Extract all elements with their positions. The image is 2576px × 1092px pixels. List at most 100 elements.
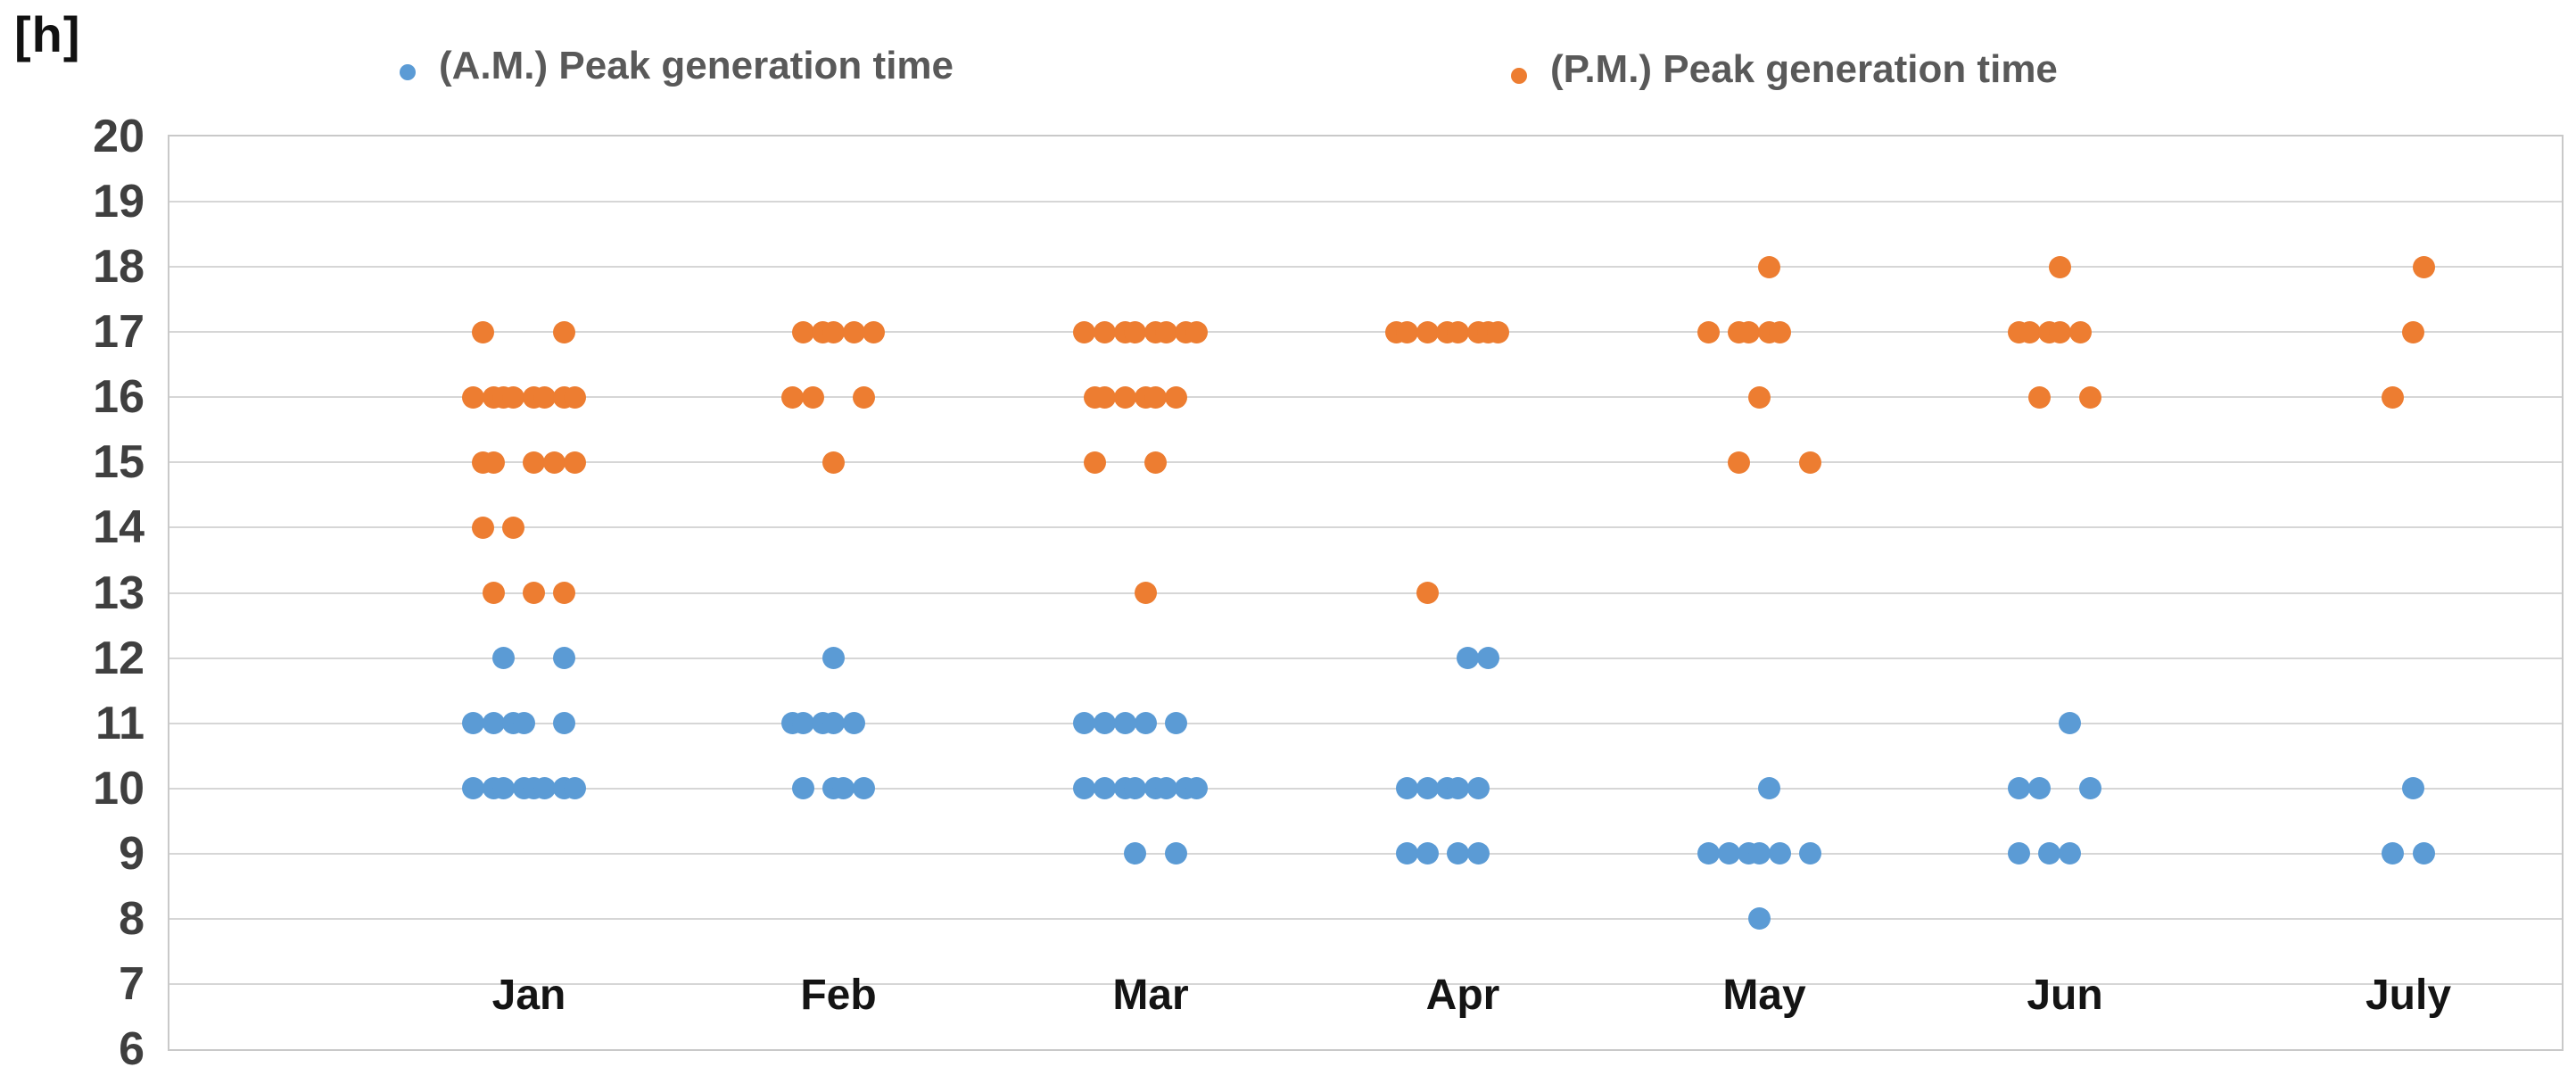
pm-data-point	[1185, 320, 1208, 343]
am-data-point	[1697, 842, 1720, 865]
x-label-jan: Jan	[491, 972, 566, 1019]
am-data-point	[1466, 777, 1490, 800]
pm-data-point	[1083, 451, 1106, 474]
am-data-point	[1073, 777, 1096, 800]
x-label-may: May	[1722, 972, 1806, 1019]
y-tick-label-10: 10	[93, 762, 144, 815]
pm-data-point	[1738, 320, 1761, 343]
legend-pm-dot-icon	[1511, 68, 1527, 84]
pm-data-point	[2068, 320, 2092, 343]
pm-data-point	[863, 320, 886, 343]
pm-data-point	[1798, 451, 1821, 474]
pm-data-point	[781, 385, 805, 409]
y-tick-label-18: 18	[93, 241, 144, 294]
pm-data-point	[1416, 582, 1439, 604]
pm-data-point	[1094, 385, 1117, 409]
pm-data-point	[1114, 385, 1136, 409]
pm-data-point	[1395, 320, 1418, 343]
am-data-point	[1758, 777, 1781, 800]
y-tick-label-13: 13	[93, 567, 144, 619]
pm-data-point	[533, 385, 556, 409]
gridline-15h	[169, 461, 2562, 464]
am-data-point	[832, 777, 855, 800]
am-data-point	[1446, 842, 1469, 865]
pm-data-point	[2079, 385, 2101, 409]
y-tick-label-12: 12	[93, 632, 144, 684]
pm-data-point	[563, 385, 586, 409]
gridline-16h	[169, 396, 2562, 399]
am-data-point	[1457, 647, 1480, 670]
am-data-point	[1416, 842, 1439, 865]
am-data-point	[2038, 842, 2061, 865]
x-label-jun: Jun	[2027, 972, 2103, 1019]
am-data-point	[1094, 712, 1117, 735]
gridline-14h	[169, 526, 2562, 529]
pm-data-point	[853, 385, 875, 409]
gridline-18h	[169, 266, 2562, 269]
am-data-point	[1134, 712, 1157, 735]
pm-data-point	[482, 451, 505, 474]
am-data-point	[2008, 842, 2031, 865]
am-data-point	[1768, 842, 1791, 865]
pm-data-point	[523, 582, 546, 604]
pm-data-point	[2018, 320, 2041, 343]
legend-am-label: (A.M.) Peak generation time	[439, 44, 954, 87]
pm-data-point	[802, 385, 824, 409]
gridline-17h	[169, 331, 2562, 334]
gridline-9h	[169, 852, 2562, 855]
pm-data-point	[1165, 385, 1187, 409]
gridline-10h	[169, 787, 2562, 790]
am-data-point	[461, 712, 484, 735]
pm-data-point	[563, 451, 586, 474]
gridline-19h	[169, 201, 2562, 203]
am-data-point	[2028, 777, 2051, 800]
am-data-point	[492, 647, 515, 670]
am-data-point	[1165, 842, 1187, 865]
pm-data-point	[482, 582, 505, 604]
pm-data-point	[2382, 385, 2405, 409]
pm-data-point	[842, 320, 865, 343]
am-data-point	[1094, 777, 1117, 800]
am-data-point	[1114, 712, 1136, 735]
pm-data-point	[502, 516, 525, 539]
am-data-point	[822, 647, 845, 670]
am-data-point	[2079, 777, 2101, 800]
am-data-point	[461, 777, 484, 800]
pm-data-point	[1073, 320, 1096, 343]
am-data-point	[1466, 842, 1490, 865]
am-data-point	[822, 712, 845, 735]
am-data-point	[2008, 777, 2031, 800]
am-data-point	[842, 712, 865, 735]
y-tick-label-9: 9	[119, 827, 144, 880]
am-data-point	[853, 777, 875, 800]
pm-data-point	[1758, 255, 1781, 278]
pm-data-point	[1124, 320, 1147, 343]
gridline-8h	[169, 917, 2562, 920]
pm-data-point	[553, 320, 576, 343]
am-data-point	[1477, 647, 1499, 670]
gridline-11h	[169, 722, 2562, 724]
legend-am-dot-icon	[400, 64, 416, 80]
pm-data-point	[1697, 320, 1720, 343]
y-tick-label-14: 14	[93, 501, 144, 554]
am-data-point	[1747, 907, 1771, 931]
pm-data-point	[1728, 451, 1750, 474]
am-data-point	[553, 712, 576, 735]
am-data-point	[1395, 777, 1418, 800]
x-label-july: July	[2365, 972, 2452, 1019]
y-tick-label-7: 7	[119, 957, 144, 1010]
am-data-point	[1124, 842, 1147, 865]
am-data-point	[2402, 777, 2425, 800]
legend-pm-label: (P.M.) Peak generation time	[1550, 47, 2058, 91]
am-data-point	[553, 647, 576, 670]
pm-data-point	[1144, 385, 1168, 409]
y-tick-label-16: 16	[93, 371, 144, 424]
am-data-point	[791, 777, 814, 800]
x-label-apr: Apr	[1425, 972, 1500, 1019]
am-data-point	[791, 712, 814, 735]
y-tick-label-11: 11	[95, 697, 144, 749]
y-tick-label-19: 19	[93, 176, 144, 228]
pm-data-point	[472, 320, 495, 343]
am-data-point	[1154, 777, 1177, 800]
